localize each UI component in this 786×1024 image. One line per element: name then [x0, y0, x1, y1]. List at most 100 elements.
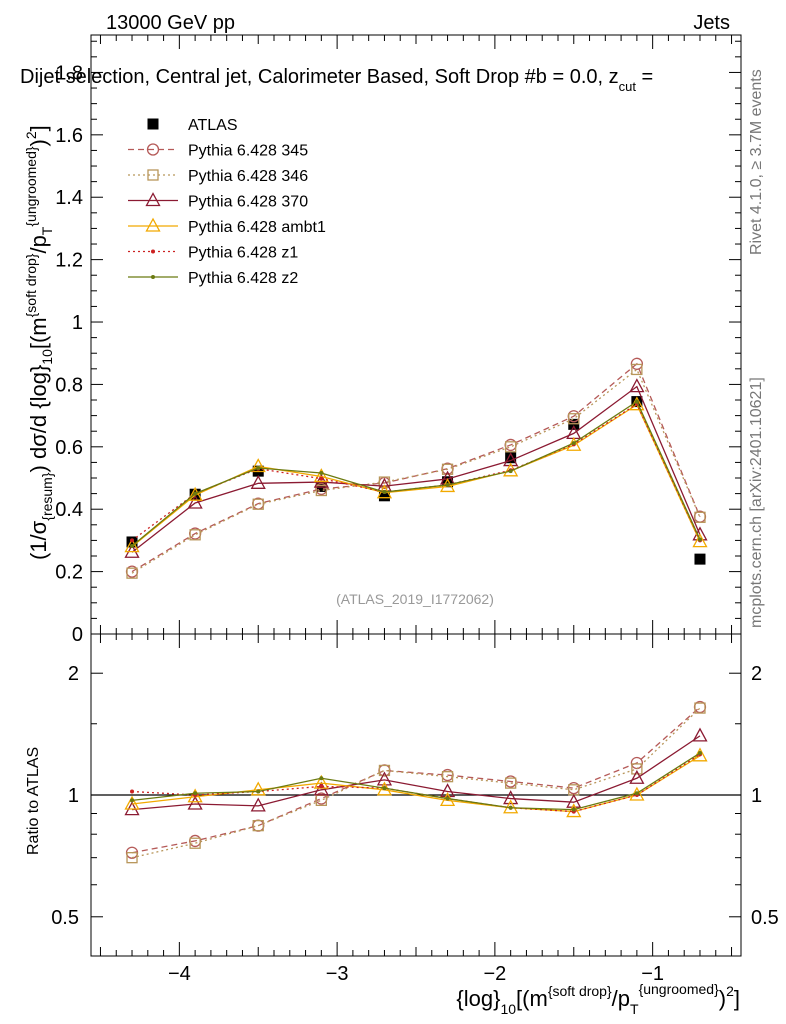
- series-line: [131, 403, 701, 541]
- legend-marker: [147, 169, 159, 181]
- ratio-data-point: [130, 798, 135, 803]
- ratio-series-pythia-6-428-370: [124, 727, 708, 816]
- data-point: [571, 441, 576, 446]
- rivet-label: Rivet 4.1.0, ≥ 3.7M events: [748, 69, 765, 255]
- legend-marker: [147, 118, 159, 130]
- atlas-data-point: [442, 476, 454, 488]
- data-point: [130, 544, 135, 549]
- series-pythia-6-428-370: [124, 378, 708, 558]
- atlas-data-point: [694, 553, 706, 565]
- main-y-tick-label: 1.6: [55, 125, 83, 147]
- atlas-data-point: [378, 490, 390, 502]
- data-point: [441, 463, 454, 475]
- ratio-y-tick-label: 2: [68, 663, 79, 685]
- series-pythia-6-428-z1: [130, 402, 702, 543]
- data-point: [126, 567, 138, 579]
- ratio-series-line: [131, 706, 701, 854]
- series-line: [131, 385, 701, 553]
- data-point: [503, 452, 519, 467]
- ratio-data-point: [250, 781, 266, 796]
- ratio-data-point: [319, 776, 324, 781]
- legend-label: Pythia 6.428 ambt1: [188, 219, 326, 236]
- main-y-tick-label: 1.4: [55, 187, 83, 209]
- ratio-axis-ticks: 0.5 0.5 1 1 2 2 −4 −3 −2 −1: [51, 663, 779, 985]
- data-point: [692, 533, 708, 548]
- data-point: [315, 484, 327, 497]
- ratio-data-point: [187, 795, 203, 810]
- atlas-data-point: [505, 452, 517, 464]
- data-point: [319, 476, 324, 481]
- legend-marker: [151, 249, 155, 254]
- ratio-data-point: [256, 789, 261, 794]
- main-y-tick-label: 1.8: [55, 62, 83, 84]
- data-point: [187, 494, 203, 509]
- main-y-axis-label: (1/σ{resum}) dσ/d {log}10[(m{soft drop}/…: [23, 125, 55, 560]
- ratio-data-point: [629, 769, 645, 784]
- legend-entry-pythia-6-428-346: Pythia 6.428 346: [128, 168, 308, 185]
- main-y-tick-label: 0.2: [55, 562, 83, 584]
- data-point: [631, 363, 643, 376]
- data-point: [378, 476, 391, 488]
- ratio-data-point: [566, 793, 582, 808]
- ratio-series-pythia-6-428-345: [125, 700, 707, 859]
- ratio-data-point: [252, 819, 264, 832]
- data-point: [445, 482, 450, 487]
- ratio-data-point: [441, 771, 454, 783]
- legend-entry-pythia-6-428-z2: Pythia 6.428 z2: [128, 270, 298, 287]
- legend-label: Pythia 6.428 z2: [188, 270, 298, 287]
- ratio-series-pythia-6-428-z2: [130, 751, 702, 812]
- main-y-tick-label: 0.8: [55, 374, 83, 396]
- data-point: [508, 469, 513, 474]
- ratio-y-tick-label-right: 2: [751, 663, 762, 685]
- series-atlas: [126, 396, 706, 565]
- data-point: [634, 399, 639, 404]
- subtitle-tail: =: [636, 66, 653, 88]
- category-label: Jets: [693, 12, 730, 34]
- ratio-data-point: [126, 852, 138, 864]
- analysis-watermark: (ATLAS_2019_I1772062): [336, 591, 494, 607]
- series-line: [131, 368, 701, 574]
- data-point: [189, 529, 201, 541]
- ratio-data-point: [189, 837, 201, 849]
- main-y-tick-label: 0.4: [55, 499, 83, 521]
- legend: ATLAS Pythia 6.428 345 Pythia 6.428 346 Pyt…: [128, 117, 326, 287]
- data-point: [250, 474, 266, 489]
- legend-label: Pythia 6.428 345: [188, 143, 308, 160]
- ratio-data-point: [503, 790, 519, 805]
- series-pythia-6-428-346: [126, 363, 706, 579]
- ratio-data-point: [382, 786, 387, 791]
- mcplots-label: mcplots.cern.ch [arXiv:2401.10621]: [748, 377, 765, 628]
- data-point: [697, 537, 702, 542]
- x-tick-label: −2: [483, 963, 506, 985]
- data-point: [568, 413, 580, 425]
- data-point: [313, 468, 329, 483]
- data-point: [187, 486, 203, 501]
- ratio-y-tick-label-right: 1: [751, 785, 762, 807]
- x-tick-label: −3: [326, 963, 349, 985]
- ratio-series-line: [131, 707, 701, 859]
- ratio-data-point: [319, 784, 324, 789]
- legend-entry-pythia-6-428-z1: Pythia 6.428 z1: [128, 245, 298, 262]
- ratio-data-point: [445, 796, 450, 801]
- series-pythia-6-428-z2: [130, 399, 702, 549]
- ratio-data-point: [508, 805, 513, 810]
- legend-label: Pythia 6.428 346: [188, 168, 308, 185]
- ratio-data-point: [378, 764, 391, 777]
- ratio-series-pythia-6-428-ambt1: [124, 747, 708, 818]
- series-line: [131, 362, 701, 573]
- ratio-series-line: [131, 755, 701, 813]
- x-tick-label: −4: [168, 963, 191, 985]
- ratio-data-point: [193, 791, 198, 796]
- series-pythia-6-428-ambt1: [124, 396, 708, 553]
- subtitle: Dijet selection, Central jet, Calorimete…: [20, 66, 653, 94]
- data-point: [319, 471, 324, 476]
- ratio-data-point: [631, 763, 643, 775]
- main-y-tick-label: 1: [72, 312, 83, 334]
- data-point: [124, 538, 140, 553]
- main-axis-ticks: 0 0.2 0.4 0.6 0.8 1 1.2 1.4 1.6 1.8: [55, 35, 741, 956]
- data-point: [256, 466, 261, 471]
- main-data-layer: [124, 357, 708, 579]
- ratio-data-point: [439, 783, 456, 798]
- ratio-series-pythia-6-428-346: [126, 702, 706, 864]
